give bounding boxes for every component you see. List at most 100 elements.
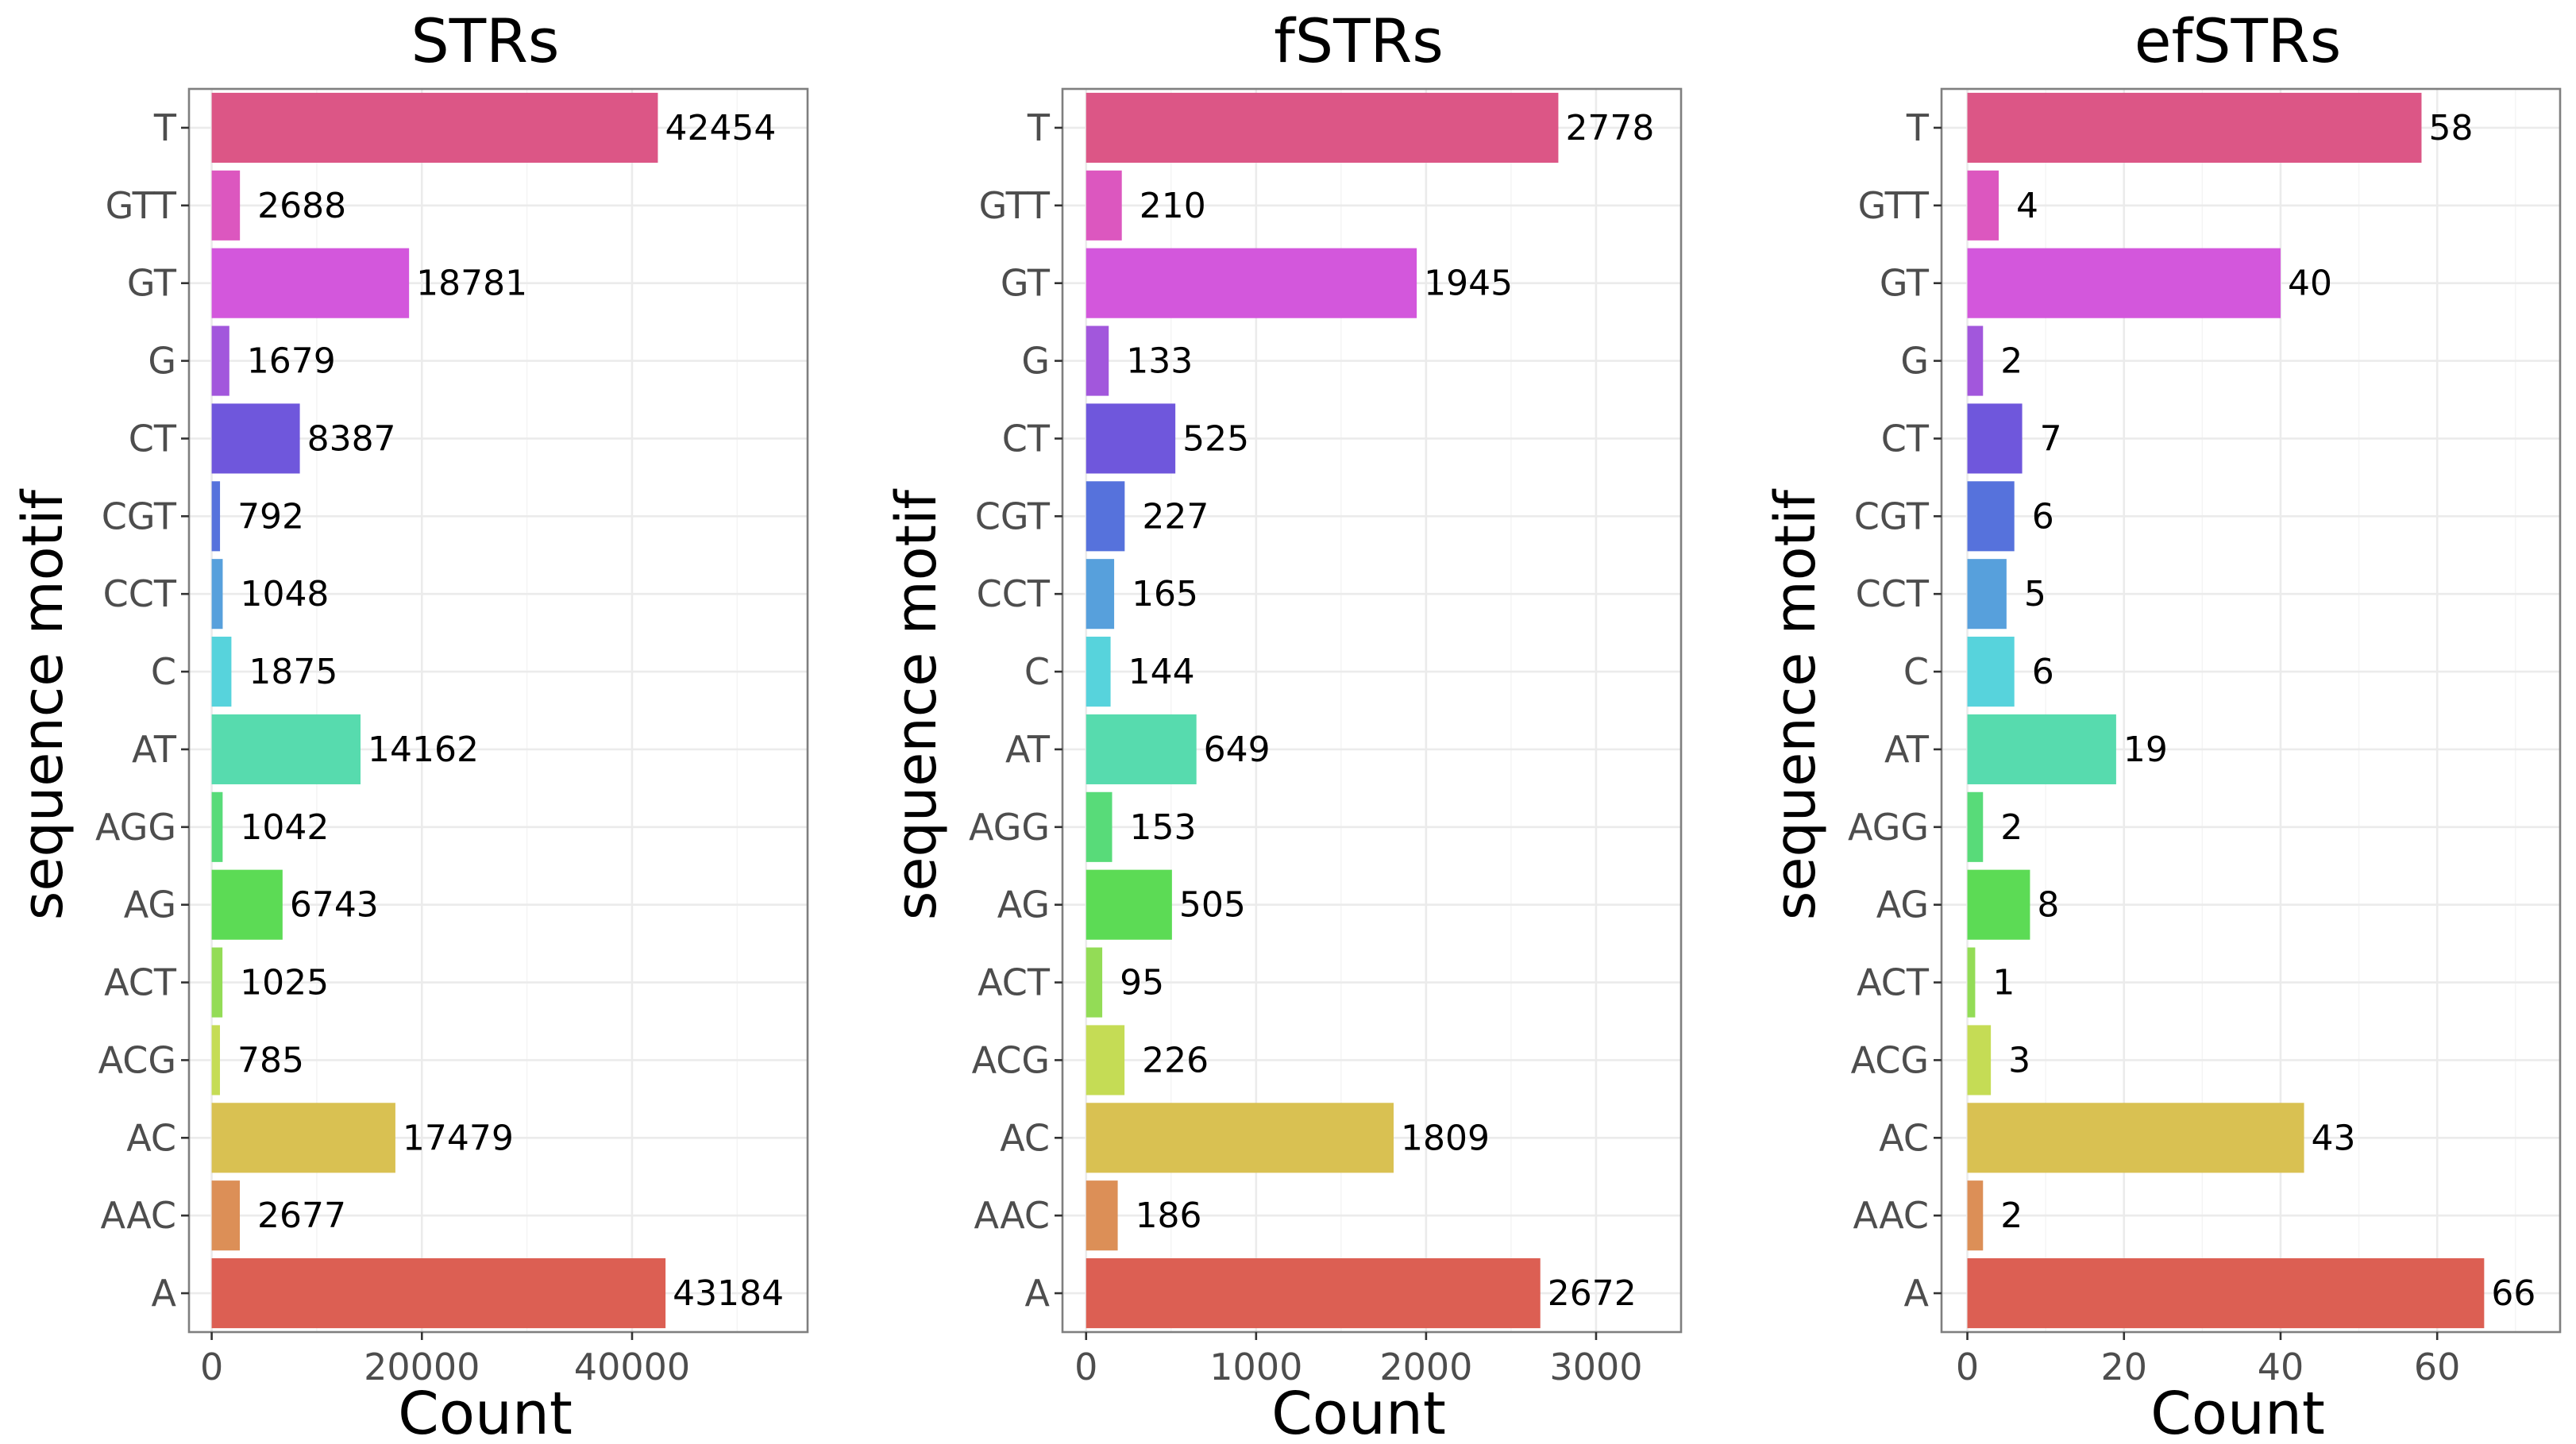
y-axis-label: sequence motif xyxy=(1763,489,1828,920)
y-tick-label: GTT xyxy=(106,184,177,227)
bar xyxy=(1086,1025,1125,1096)
data-label: 165 xyxy=(1132,574,1198,614)
x-tick-label: 40000 xyxy=(574,1346,690,1388)
y-tick-label: A xyxy=(152,1272,177,1315)
y-tick-label: AC xyxy=(126,1116,176,1159)
y-tick-label: CGT xyxy=(975,495,1051,537)
y-tick-label: AG xyxy=(997,884,1050,926)
data-label: 1679 xyxy=(247,341,336,382)
bar xyxy=(1967,248,2281,318)
y-tick-label: ACG xyxy=(972,1038,1050,1081)
data-label: 2 xyxy=(2000,341,2023,382)
panel-border xyxy=(187,87,809,1334)
data-label: 1875 xyxy=(249,652,337,692)
bar xyxy=(1967,791,1984,862)
bar xyxy=(211,170,241,241)
y-tick-label: ACG xyxy=(1851,1038,1929,1081)
bar xyxy=(1086,170,1122,241)
bar xyxy=(1967,92,2422,163)
bar xyxy=(1967,559,2007,630)
bar xyxy=(1967,637,2015,707)
bar xyxy=(1086,869,1172,940)
bar xyxy=(1967,481,2015,552)
panel-title: efSTRs xyxy=(2134,6,2342,76)
y-tick-label: G xyxy=(1021,340,1050,383)
data-label: 3 xyxy=(2008,1040,2030,1080)
x-axis-label: Count xyxy=(398,1380,573,1440)
y-axis-label: sequence motif xyxy=(10,489,75,920)
data-label: 43184 xyxy=(673,1273,784,1314)
y-tick-label: AT xyxy=(1005,728,1051,771)
bar xyxy=(211,791,223,862)
x-tick-label: 20000 xyxy=(364,1346,480,1388)
bar xyxy=(1967,403,2023,474)
plot-area: 43184 2677 17479 785 1025 6743 1042 14162 1875 10… xyxy=(95,87,809,1388)
x-tick-label: 40 xyxy=(2258,1346,2304,1388)
y-tick-label: CT xyxy=(1881,417,1930,460)
data-label: 4 xyxy=(2016,186,2038,226)
x-axis-label: Count xyxy=(2150,1380,2325,1440)
bar xyxy=(211,869,283,940)
x-tick-label: 0 xyxy=(1074,1346,1097,1388)
bar xyxy=(1086,92,1559,163)
bar xyxy=(1967,714,2116,784)
bar xyxy=(211,325,229,396)
data-label: 1809 xyxy=(1401,1118,1490,1158)
data-label: 6 xyxy=(2032,652,2054,692)
panel-efstrs: 662433182196567240458AAACACACGACTAGAGGAT… xyxy=(1763,6,2562,1444)
bar xyxy=(1967,325,1984,396)
y-tick-label: GT xyxy=(127,262,177,305)
bar xyxy=(211,403,300,474)
y-tick-label: C xyxy=(151,650,176,693)
data-label: 8 xyxy=(2037,885,2059,926)
data-label: 1048 xyxy=(240,574,329,614)
panel-border xyxy=(1061,87,1683,1334)
data-label: 18781 xyxy=(416,264,527,304)
y-tick-label: G xyxy=(148,340,176,383)
y-tick-label: GT xyxy=(1001,262,1051,305)
data-label: 792 xyxy=(237,496,304,537)
y-tick-label: AAC xyxy=(1853,1194,1929,1237)
x-tick-label: 3000 xyxy=(1549,1346,1642,1388)
x-axis-label: Count xyxy=(1271,1380,1446,1440)
data-label: 43 xyxy=(2312,1118,2356,1158)
data-label: 6743 xyxy=(290,885,379,926)
data-label: 2 xyxy=(2000,1196,2023,1236)
y-tick-label: ACT xyxy=(978,961,1051,1004)
y-tick-label: AAC xyxy=(974,1194,1050,1237)
data-label: 2 xyxy=(2000,807,2023,848)
panel-strs: 43184 2677 17479 785 1025 6743 1042 14162 1875 10… xyxy=(10,6,809,1444)
bar xyxy=(1967,1103,2304,1173)
data-label: 2677 xyxy=(257,1196,346,1236)
data-label: 19 xyxy=(2123,730,2168,770)
y-tick-label: ACG xyxy=(98,1038,176,1081)
bar xyxy=(1967,947,1976,1018)
data-label: 5 xyxy=(2024,574,2046,614)
bar xyxy=(1967,170,1999,241)
y-tick-label: CCT xyxy=(1856,572,1930,615)
panel-title: STRs xyxy=(411,6,559,76)
x-tick-label: 0 xyxy=(1956,1346,1979,1388)
data-label: 66 xyxy=(2491,1273,2536,1314)
data-label: 227 xyxy=(1142,496,1209,537)
x-tick-label: 20 xyxy=(2100,1346,2147,1388)
panel-title: fSTRs xyxy=(1274,6,1444,76)
bar xyxy=(1086,714,1197,784)
data-label: 785 xyxy=(237,1040,304,1080)
bar xyxy=(1086,947,1103,1018)
y-tick-label: AG xyxy=(124,884,176,926)
x-tick-label: 0 xyxy=(200,1346,223,1388)
bar xyxy=(211,1180,241,1251)
bar xyxy=(211,559,223,630)
bar xyxy=(211,714,361,784)
data-label: 1945 xyxy=(1424,264,1513,304)
data-label: 226 xyxy=(1142,1040,1209,1080)
bar xyxy=(1086,403,1176,474)
y-tick-label: T xyxy=(1027,106,1051,149)
data-label: 1042 xyxy=(240,807,329,848)
bar xyxy=(1086,325,1109,396)
bar xyxy=(211,1103,395,1173)
bar xyxy=(1967,869,2030,940)
bar xyxy=(1967,1025,1992,1096)
